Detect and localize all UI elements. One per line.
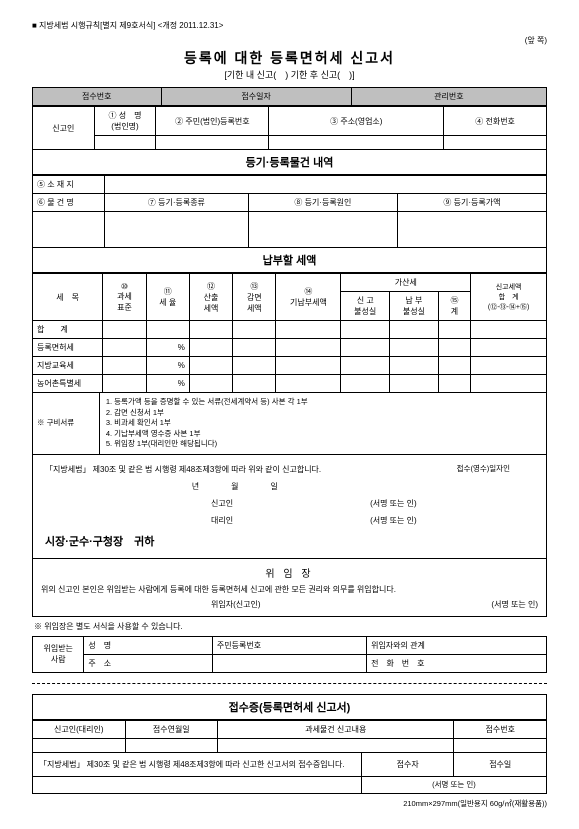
val-name xyxy=(94,136,156,150)
th-item: 세 목 xyxy=(33,274,103,321)
deleg-title: 위 임 장 xyxy=(41,565,538,580)
tax-table: 세 목 ⑩ 과세 표준 ⑪ 세 율 ⑫ 산출 세액 ⑬ 감면 세액 ⑭ 기납부세… xyxy=(32,273,547,393)
attach-2: 2. 감면 신청서 1부 xyxy=(106,408,540,419)
dt-rel: 위임자와의 관계 xyxy=(367,636,547,654)
declaration-block: 「지방세법」 제30조 및 같은 법 시행령 제48조제3항에 따라 위와 같이… xyxy=(32,455,547,559)
reg-obj-label: ⑥ 물 건 명 xyxy=(33,194,105,212)
rc-c3: 과세물건 신고내용 xyxy=(218,720,454,738)
signer2: 대리인 xyxy=(211,516,233,525)
rc-c4: 접수번호 xyxy=(454,720,547,738)
applicant-label: 신고인 xyxy=(33,107,95,150)
val-tel xyxy=(444,136,547,150)
deleg-sig: (서명 또는 인) xyxy=(491,599,538,610)
val-rrn xyxy=(156,136,269,150)
col-rrn: ② 주민(법인)등록번호 xyxy=(156,107,269,136)
rc-c2: 접수연월일 xyxy=(125,720,218,738)
col-name: ① 성 명 (법인명) xyxy=(94,107,156,136)
rc-c1: 신고인(대리인) xyxy=(33,720,126,738)
hdr-mgmt-no: 관리번호 xyxy=(351,88,546,106)
reg-value-label: ⑨ 등기·등록가액 xyxy=(397,194,546,212)
sig2: (서명 또는 인) xyxy=(370,515,425,526)
pct2: % xyxy=(146,357,189,375)
date-stamp: 접수(영수)일자인 xyxy=(429,461,538,478)
receipt-body: 「지방세법」 제30조 및 같은 법 시행령 제48조제3항에 따라 신고한 신… xyxy=(33,753,362,777)
reg-table: ⑤ 소 재 지 ⑥ 물 건 명 ⑦ 등기·등록종류 ⑧ 등기·등록원인 ⑨ 등기… xyxy=(32,175,547,248)
attachment-table: ※ 구비서류 1. 등록가액 등을 증명할 수 있는 서류(전세계약서 등) 사… xyxy=(32,393,547,455)
declare-text: 「지방세법」 제30조 및 같은 법 시행령 제48조제3항에 따라 위와 같이… xyxy=(41,461,429,478)
th-add1: 신 고 불성실 xyxy=(341,292,390,321)
dt-tel: 전 화 번 호 xyxy=(367,654,547,672)
dt-label: 위임받는 사람 xyxy=(33,636,84,672)
receipt-header-table: 접수번호 접수일자 관리번호 xyxy=(32,87,547,106)
th-unpaid: ⑭ 기납부세액 xyxy=(276,274,341,321)
reg-type-label: ⑦ 등기·등록종류 xyxy=(104,194,248,212)
delegatee-table: 위임받는 사람 성 명 주민등록번호 위임자와의 관계 주 소 전 화 번 호 xyxy=(32,636,547,673)
attach-3: 3. 비과세 확인서 1부 xyxy=(106,418,540,429)
doc-subtitle: [기한 내 신고( ) 기한 후 신고( )] xyxy=(32,68,547,81)
reg-cause-val xyxy=(248,212,397,248)
deleg-note: ※ 위임장은 별도 서식을 사용할 수 있습니다. xyxy=(32,617,547,636)
row-edu: 지방교육세 xyxy=(33,357,103,375)
th-std: ⑩ 과세 표준 xyxy=(103,274,146,321)
hdr-recv-no: 접수번호 xyxy=(33,88,162,106)
front-label: (앞 쪽) xyxy=(32,35,547,46)
applicant-table: 신고인 ① 성 명 (법인명) ② 주민(법인)등록번호 ③ 주소(영업소) ④… xyxy=(32,106,547,150)
dt-addr: 주 소 xyxy=(84,654,213,672)
receipt-body-table: 「지방세법」 제30조 및 같은 법 시행령 제48조제3항에 따라 신고한 신… xyxy=(32,753,547,795)
th-total: 신고세액 합 계 (⑫-⑬-⑭+⑮) xyxy=(471,274,547,321)
deleg-signer: 위임자(신고인) xyxy=(211,600,261,609)
col-tel: ④ 전화번호 xyxy=(444,107,547,136)
doc-title: 등록에 대한 등록면허세 신고서 xyxy=(32,48,547,68)
addressee: 시장·군수·구청장 귀하 xyxy=(41,529,538,552)
rule-reference: ■ 지방세법 시행규칙[별지 제9호서식] <개정 2011.12.31> xyxy=(32,20,547,31)
row-sum: 합 계 xyxy=(33,321,103,339)
paper-spec: 210mm×297mm(일반용지 60g/㎡(재활용품)) xyxy=(32,798,547,809)
th-add: 가산세 xyxy=(341,274,471,292)
th-reduce: ⑬ 감면 세액 xyxy=(233,274,276,321)
signer1: 신고인 xyxy=(211,499,233,508)
th-rate: ⑪ 세 율 xyxy=(146,274,189,321)
tax-section-title: 납부할 세액 xyxy=(32,248,547,273)
attach-label: ※ 구비서류 xyxy=(33,393,100,454)
dt-name: 성 명 xyxy=(84,636,213,654)
receipt-table: 신고인(대리인) 접수연월일 과세물건 신고내용 접수번호 xyxy=(32,720,547,753)
reg-cause-label: ⑧ 등기·등록원인 xyxy=(248,194,397,212)
reg-type-val xyxy=(104,212,248,248)
reg-loc-label: ⑤ 소 재 지 xyxy=(33,176,105,194)
attach-4: 4. 기납부세액 영수증 사본 1부 xyxy=(106,429,540,440)
dt-addr-val xyxy=(212,654,366,672)
pct3: % xyxy=(146,375,189,393)
reg-obj-val xyxy=(33,212,105,248)
row-rural: 농어촌특별세 xyxy=(33,375,103,393)
delegation-block: 위 임 장 위의 신고인 본인은 위임받는 사람에게 등록에 대한 등록면허세 … xyxy=(32,559,547,617)
rc-sig: (서명 또는 인) xyxy=(361,776,546,794)
th-calc: ⑫ 산출 세액 xyxy=(189,274,232,321)
rc-a: 접수자 xyxy=(361,753,454,777)
attach-5: 5. 위임장 1부(대리인만 해당됩니다) xyxy=(106,439,540,450)
col-addr: ③ 주소(영업소) xyxy=(269,107,444,136)
dt-rrn: 주민등록번호 xyxy=(212,636,366,654)
row-reg: 등록면허세 xyxy=(33,339,103,357)
val-addr xyxy=(269,136,444,150)
receipt-title: 접수증(등록면허세 신고서) xyxy=(32,694,547,720)
reg-value-val xyxy=(397,212,546,248)
deleg-body: 위의 신고인 본인은 위임받는 사람에게 등록에 대한 등록면허세 신고에 관한… xyxy=(41,584,538,595)
sig1: (서명 또는 인) xyxy=(370,498,425,509)
th-add2: 납 부 불성실 xyxy=(390,292,439,321)
hdr-recv-date: 접수일자 xyxy=(161,88,351,106)
rc-b: 접수일 xyxy=(454,753,547,777)
reg-loc-val xyxy=(104,176,546,194)
attach-1: 1. 등록가액 등을 증명할 수 있는 서류(전세계약서 등) 사본 각 1부 xyxy=(106,397,540,408)
pct1: % xyxy=(146,339,189,357)
reg-section-title: 등기·등록물건 내역 xyxy=(32,150,547,175)
date-line: 년 월 일 xyxy=(41,478,429,495)
th-add3: ⑮ 계 xyxy=(438,292,470,321)
